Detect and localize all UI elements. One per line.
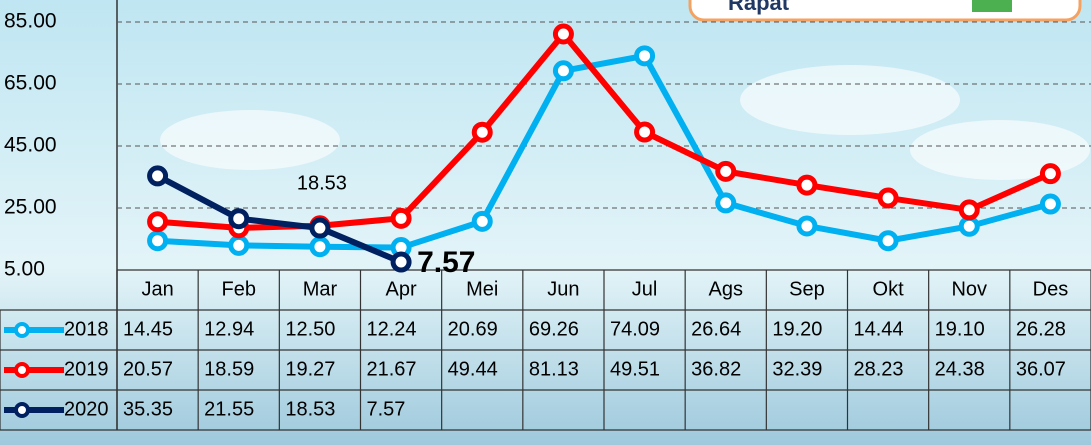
cloud [910, 120, 1090, 180]
table-cell: 74.09 [610, 318, 660, 340]
y-tick-label: 85.00 [4, 10, 57, 33]
data-point [796, 215, 818, 237]
data-point [309, 236, 331, 258]
table-cell: 12.50 [285, 318, 335, 340]
legend-label: 2018 [64, 318, 109, 340]
table-cell: 19.10 [935, 318, 985, 340]
data-point [1039, 163, 1061, 185]
legend-marker [14, 362, 30, 378]
table-cell: 28.23 [854, 358, 904, 380]
data-label: 7.57 [417, 246, 475, 279]
data-point [634, 121, 656, 143]
data-point [147, 230, 169, 252]
legend-marker [14, 322, 30, 338]
table-cell: 19.20 [772, 318, 822, 340]
table-cell: 36.82 [691, 358, 741, 380]
table-cell: 12.24 [367, 318, 417, 340]
table-cell: 21.55 [204, 398, 254, 420]
table-cell: 14.44 [854, 318, 904, 340]
series-line [157, 52, 1052, 251]
table-cell: 49.44 [448, 358, 498, 380]
x-tick-label: Jun [547, 278, 579, 300]
data-point [309, 217, 331, 239]
table-cell: 69.26 [529, 318, 579, 340]
data-point [147, 165, 169, 187]
table-cell: 81.13 [529, 358, 579, 380]
icon [972, 0, 1012, 12]
table-cell: 12.94 [204, 318, 254, 340]
table-cell: 49.51 [610, 358, 660, 380]
x-tick-label: Jan [141, 278, 173, 300]
data-point [634, 45, 656, 67]
table-cell: 18.53 [285, 398, 335, 420]
table-cell: 19.27 [285, 358, 335, 380]
data-point [958, 215, 980, 237]
table-cell: 32.39 [772, 358, 822, 380]
cloud [740, 65, 960, 135]
data-point [552, 23, 574, 45]
x-tick-label: Jul [632, 278, 658, 300]
table-cell: 14.45 [123, 318, 173, 340]
table-cell: 36.07 [1016, 358, 1066, 380]
data-point [958, 199, 980, 221]
annotation: Rapat [728, 0, 790, 15]
x-tick-label: Des [1033, 278, 1069, 300]
data-point [715, 192, 737, 214]
data-point [228, 208, 250, 230]
data-point [552, 60, 574, 82]
data-point [390, 207, 412, 229]
table-cell: 24.38 [935, 358, 985, 380]
data-point [796, 174, 818, 196]
series-line [156, 173, 403, 265]
x-tick-label: Mei [466, 278, 498, 300]
table-cell: 20.57 [123, 358, 173, 380]
y-tick-label: 65.00 [4, 72, 57, 95]
table-cell: 21.67 [367, 358, 417, 380]
data-point [877, 230, 899, 252]
x-tick-label: Mar [303, 278, 338, 300]
data-point [471, 121, 493, 143]
table-cell: 35.35 [123, 398, 173, 420]
x-tick-label: Okt [873, 278, 905, 300]
x-tick-label: Apr [386, 278, 417, 300]
x-tick-label: Sep [789, 278, 825, 300]
x-tick-label: Ags [709, 278, 743, 300]
data-label: 18.53 [297, 172, 347, 194]
y-tick-label: 45.00 [4, 134, 57, 157]
legend-label: 2019 [64, 358, 109, 380]
data-point [1039, 193, 1061, 215]
cloud [160, 110, 340, 170]
data-point [471, 210, 493, 232]
x-tick-label: Nov [951, 278, 987, 300]
data-point [877, 187, 899, 209]
x-tick-label: Feb [222, 278, 256, 300]
y-tick-label: 25.00 [4, 196, 57, 219]
data-point [147, 211, 169, 233]
legend-marker [14, 402, 30, 418]
table-cell: 7.57 [367, 398, 406, 420]
data-point [390, 251, 412, 273]
legend-label: 2020 [64, 398, 109, 420]
data-point [715, 160, 737, 182]
table-cell: 26.28 [1016, 318, 1066, 340]
y-tick-label: 5.00 [4, 258, 45, 281]
table-cell: 26.64 [691, 318, 741, 340]
table-cell: 20.69 [448, 318, 498, 340]
table-cell: 18.59 [204, 358, 254, 380]
data-point [228, 234, 250, 256]
